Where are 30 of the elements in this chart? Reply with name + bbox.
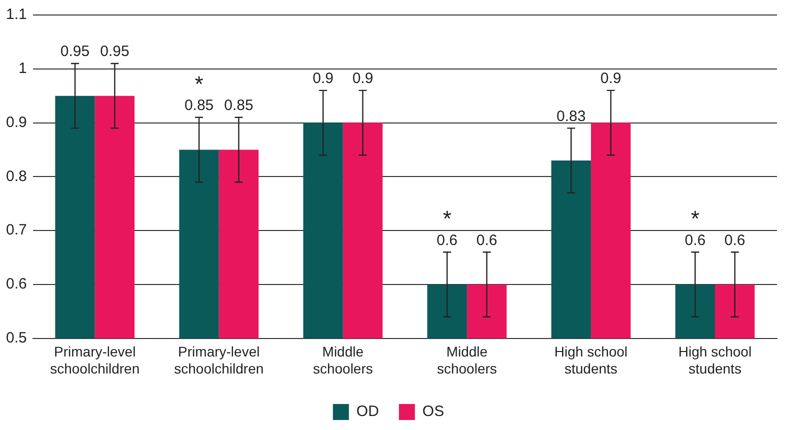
y-tick-label: 0.9 (6, 114, 27, 131)
data-label: 0.9 (600, 70, 622, 88)
y-tick-label: 0.8 (6, 168, 27, 185)
y-tick-label: 0.5 (6, 330, 27, 347)
data-label: 0.6 (724, 232, 746, 249)
data-label: 0.9 (352, 70, 374, 88)
legend-label: OD (356, 403, 380, 420)
y-tick-label: 1 (18, 60, 27, 78)
x-tick-label: Middle schoolers (436, 344, 497, 376)
x-tick-label: High school students (678, 344, 752, 376)
annotation: * (442, 206, 452, 232)
y-tick-label: 0.6 (6, 276, 27, 293)
annotation: * (194, 71, 204, 96)
y-tick-label: 1.1 (6, 6, 27, 24)
data-label: 0.9 (312, 70, 334, 88)
data-label: 0.85 (184, 97, 214, 114)
annotation: * (690, 206, 700, 232)
data-label: 0.6 (476, 232, 498, 249)
x-tick-label: Middle schoolers (312, 344, 373, 376)
data-label: 0.83 (556, 108, 586, 125)
data-label: 0.95 (60, 43, 90, 60)
data-label: 0.6 (436, 232, 458, 249)
x-tick-label: Primary-level schoolchildren (50, 344, 140, 376)
data-label: 0.6 (684, 232, 706, 249)
data-label: 0.95 (100, 43, 130, 60)
data-label: 0.85 (224, 97, 254, 114)
x-tick-label: Primary-level schoolchildren (174, 344, 264, 376)
y-tick-label: 0.7 (6, 222, 27, 239)
legend-label: OS (422, 403, 444, 420)
x-tick-label: High school students (554, 344, 628, 376)
